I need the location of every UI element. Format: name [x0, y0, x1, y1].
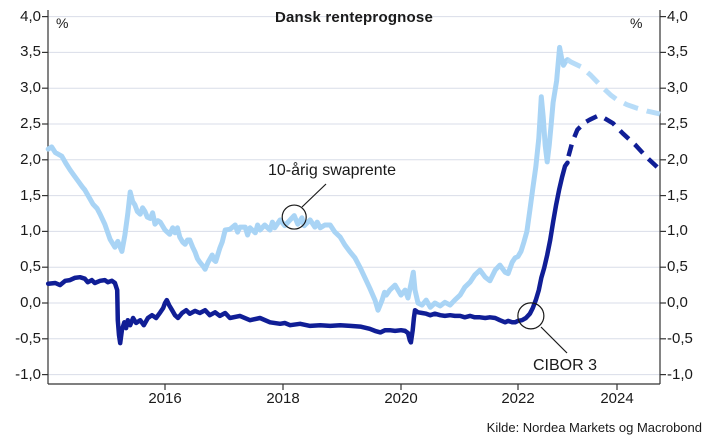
x-axis-tick-label: 2018	[266, 390, 300, 407]
annotation-circle	[517, 302, 545, 330]
y-axis-tick-label-right: 1,5	[667, 186, 688, 204]
cibor3-forecast-line	[566, 113, 659, 169]
y-axis-tick-label-right: 1,0	[667, 222, 688, 240]
x-axis-tick-label: 2024	[600, 390, 634, 407]
y-axis-unit-right: %	[630, 15, 643, 31]
y-axis-tick-label-left: 3,0	[20, 79, 41, 97]
y-axis-tick-label-right: 0,5	[667, 258, 688, 276]
y-axis-tick-label-right: 2,5	[667, 115, 688, 132]
y-axis-tick-label-right: 3,0	[667, 79, 688, 97]
annotation-circle	[281, 204, 307, 230]
y-axis-tick-label-right: 0,0	[667, 294, 688, 311]
y-axis-tick-label-left: -1,0	[15, 365, 41, 383]
y-axis-tick-label-left: 1,0	[20, 222, 41, 240]
chart-title: Dansk renteprognose	[274, 9, 433, 26]
y-axis-tick-label-left: -0,5	[15, 329, 41, 347]
y-axis-tick-label-left: 0,5	[20, 258, 41, 276]
x-axis-tick-label: 2020	[384, 390, 418, 407]
y-axis-tick-label-right: 3,5	[667, 43, 688, 61]
y-axis-tick-label-left: 1,5	[20, 186, 41, 204]
source-credit: Kilde: Nordea Markets og Macrobond	[486, 420, 702, 435]
y-axis-tick-label-right: 4,0	[667, 7, 688, 25]
annotation-label-swap-rate: 10-årig swaprente	[267, 162, 397, 179]
y-axis-tick-label-left: 4,0	[20, 7, 41, 25]
annotation-label-cibor3: CIBOR 3	[532, 357, 597, 374]
annotation-leader-line	[301, 183, 327, 208]
annotation-leader-line	[540, 326, 568, 354]
cibor3-line	[45, 160, 570, 346]
y-axis-tick-label-left: 2,0	[20, 150, 41, 168]
swap-rate-line	[45, 44, 570, 313]
y-axis-tick-label-left: 0,0	[20, 294, 41, 311]
y-axis-tick-label-left: 2,5	[20, 115, 41, 132]
y-axis-tick-label-right: 2,0	[667, 150, 688, 168]
y-axis-tick-label-right: -0,5	[667, 329, 693, 347]
swap-rate-forecast-line	[566, 57, 661, 117]
y-axis-tick-label-right: -1,0	[667, 365, 693, 383]
x-axis-tick-label: 2022	[501, 390, 535, 407]
y-axis-tick-label-left: 3,5	[20, 43, 41, 61]
y-axis-unit-left: %	[56, 15, 69, 31]
x-axis-tick-label: 2016	[148, 390, 182, 407]
